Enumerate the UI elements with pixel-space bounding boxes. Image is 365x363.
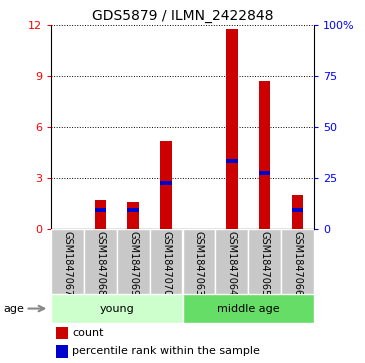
Bar [56, 345, 68, 358]
Text: middle age: middle age [217, 303, 280, 314]
Text: GSM1847066: GSM1847066 [292, 231, 303, 296]
Bar [226, 29, 238, 229]
Text: GSM1847069: GSM1847069 [128, 231, 138, 296]
Bar [160, 181, 172, 185]
Bar [150, 229, 182, 294]
Text: age: age [4, 303, 24, 314]
Bar [95, 200, 106, 229]
Text: percentile rank within the sample: percentile rank within the sample [72, 346, 260, 356]
Text: GSM1847064: GSM1847064 [227, 231, 237, 296]
Bar [281, 229, 314, 294]
Bar [160, 140, 172, 229]
Bar [259, 171, 270, 175]
Text: GSM1847070: GSM1847070 [161, 231, 171, 296]
Bar [95, 208, 106, 212]
Bar [215, 229, 248, 294]
Title: GDS5879 / ILMN_2422848: GDS5879 / ILMN_2422848 [92, 9, 273, 23]
Bar [226, 159, 238, 163]
Bar [182, 294, 314, 323]
Bar [127, 201, 139, 229]
Bar [127, 208, 139, 212]
Bar [259, 81, 270, 229]
Text: GSM1847065: GSM1847065 [260, 231, 270, 296]
Text: young: young [99, 303, 134, 314]
Text: GSM1847068: GSM1847068 [95, 231, 105, 296]
Text: GSM1847063: GSM1847063 [194, 231, 204, 296]
Text: count: count [72, 328, 104, 338]
Bar [51, 229, 84, 294]
Bar [51, 294, 182, 323]
Bar [182, 229, 215, 294]
Bar [292, 195, 303, 229]
Bar [56, 327, 68, 339]
Bar [117, 229, 150, 294]
Bar [248, 229, 281, 294]
Bar [84, 229, 117, 294]
Text: GSM1847067: GSM1847067 [62, 231, 73, 296]
Bar [292, 208, 303, 212]
